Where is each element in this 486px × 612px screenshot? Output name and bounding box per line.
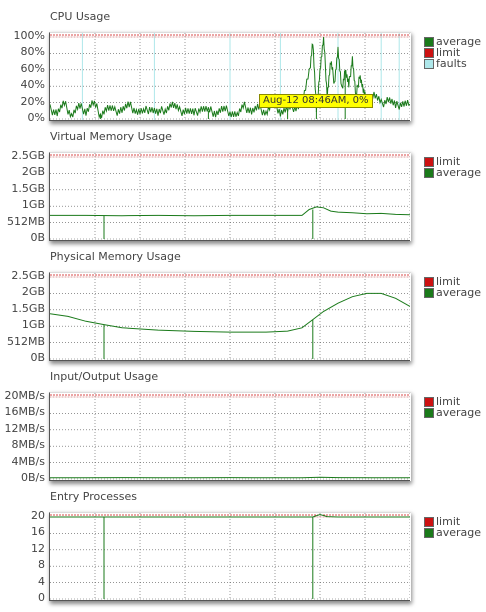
plot-area — [49, 272, 411, 361]
y-tick-label: 0 — [38, 591, 45, 604]
chart-svg — [50, 393, 410, 481]
chart-title: CPU Usage — [50, 10, 111, 23]
y-tick-label: 1GB — [21, 198, 45, 212]
average-series-line — [50, 206, 410, 217]
chart-title: Virtual Memory Usage — [50, 130, 172, 143]
y-tick-label: 20MB/s — [4, 389, 45, 402]
hover-tooltip: Aug-12 08:46AM, 0% — [259, 94, 373, 108]
y-tick-label: 20 — [31, 509, 45, 522]
y-tick-label: 20% — [20, 94, 45, 108]
y-tick-label: 1.5GB — [11, 301, 45, 315]
y-tick-label: 0% — [27, 111, 45, 124]
legend-swatch — [424, 527, 434, 538]
chart-panel: Physical Memory Usage 2.5GB 2GB 1.5GB 1GB 512… — [0, 250, 486, 370]
y-tick-label: 100% — [13, 29, 45, 42]
chart-legend: limit average — [424, 516, 481, 538]
legend-item-limit: limit — [424, 276, 481, 287]
legend-label: average — [436, 286, 482, 299]
legend-label: limit — [436, 275, 461, 288]
chart-panel: Virtual Memory Usage 2.5GB 2GB 1.5GB 1GB 512M… — [0, 130, 486, 250]
y-tick-label: 40% — [20, 78, 45, 92]
y-tick-label: 2GB — [21, 165, 45, 179]
legend-swatch — [424, 58, 434, 69]
y-tick-label: 0B/s — [21, 471, 45, 484]
y-tick-label: 12 — [31, 541, 45, 555]
plot-area — [49, 392, 411, 481]
legend-label: average — [436, 166, 482, 179]
y-tick-label: 4MB/s — [11, 454, 45, 468]
legend-label: average — [436, 526, 482, 539]
y-tick-label: 2.5GB — [11, 149, 45, 162]
chart-svg — [50, 273, 410, 361]
legend-swatch — [424, 156, 434, 167]
chart-legend: limit average — [424, 276, 481, 298]
chart-legend: limit average — [424, 156, 481, 178]
y-tick-label: 16MB/s — [4, 405, 45, 419]
chart-svg — [50, 513, 410, 601]
legend-swatch — [424, 396, 434, 407]
chart-title: Entry Processes — [50, 490, 137, 503]
y-tick-label: 512MB — [6, 334, 45, 348]
plot-area — [49, 152, 411, 241]
legend-item-average: average — [424, 287, 481, 298]
average-series-line — [50, 36, 410, 119]
legend-label: limit — [436, 395, 461, 408]
legend-label: limit — [436, 46, 461, 59]
legend-swatch — [424, 47, 434, 58]
chart-panel: Entry Processes 20 16 12 8 4 0 limit average — [0, 490, 486, 610]
legend-item-limit: limit — [424, 396, 481, 407]
legend-item-limit: limit — [424, 156, 481, 167]
legend-item-average: average — [424, 527, 481, 538]
legend-swatch — [424, 276, 434, 287]
y-tick-label: 0B — [30, 231, 45, 244]
y-tick-label: 60% — [20, 61, 45, 75]
legend-label: average — [436, 35, 482, 48]
legend-swatch — [424, 516, 434, 527]
plot-area — [49, 32, 411, 121]
chart-legend: limit average — [424, 396, 481, 418]
y-tick-label: 12MB/s — [4, 421, 45, 435]
chart-title: Physical Memory Usage — [50, 250, 181, 263]
y-tick-label: 2.5GB — [11, 269, 45, 282]
legend-swatch — [424, 36, 434, 47]
chart-title: Input/Output Usage — [50, 370, 159, 383]
y-tick-label: 2GB — [21, 285, 45, 299]
y-tick-label: 1GB — [21, 318, 45, 332]
legend-label: limit — [436, 515, 461, 528]
y-tick-label: 16 — [31, 525, 45, 539]
y-tick-label: 8MB/s — [11, 438, 45, 452]
y-tick-label: 80% — [20, 45, 45, 59]
legend-swatch — [424, 167, 434, 178]
chart-svg — [50, 153, 410, 241]
legend-item-average: average — [424, 167, 481, 178]
y-tick-label: 8 — [38, 558, 45, 572]
y-tick-label: 1.5GB — [11, 181, 45, 195]
legend-label: faults — [436, 57, 467, 70]
average-series-line — [50, 476, 410, 479]
chart-panel: Input/Output Usage 20MB/s 16MB/s 12MB/s 8MB/… — [0, 370, 486, 490]
y-tick-label: 512MB — [6, 214, 45, 228]
legend-item-limit: limit — [424, 516, 481, 527]
legend-item-average: average — [424, 407, 481, 418]
chart-legend: average limit faults — [424, 36, 481, 69]
legend-swatch — [424, 407, 434, 418]
legend-item-average: average — [424, 36, 481, 47]
legend-label: average — [436, 406, 482, 419]
chart-panel: CPU Usage 100% 80% 60% 40% 20% 0% average limit f… — [0, 10, 486, 130]
legend-item-limit: limit — [424, 47, 481, 58]
plot-area — [49, 512, 411, 601]
legend-swatch — [424, 287, 434, 298]
y-tick-label: 0B — [30, 351, 45, 364]
average-series-line — [50, 513, 410, 518]
y-tick-label: 4 — [38, 574, 45, 588]
legend-item-faults: faults — [424, 58, 481, 69]
legend-label: limit — [436, 155, 461, 168]
